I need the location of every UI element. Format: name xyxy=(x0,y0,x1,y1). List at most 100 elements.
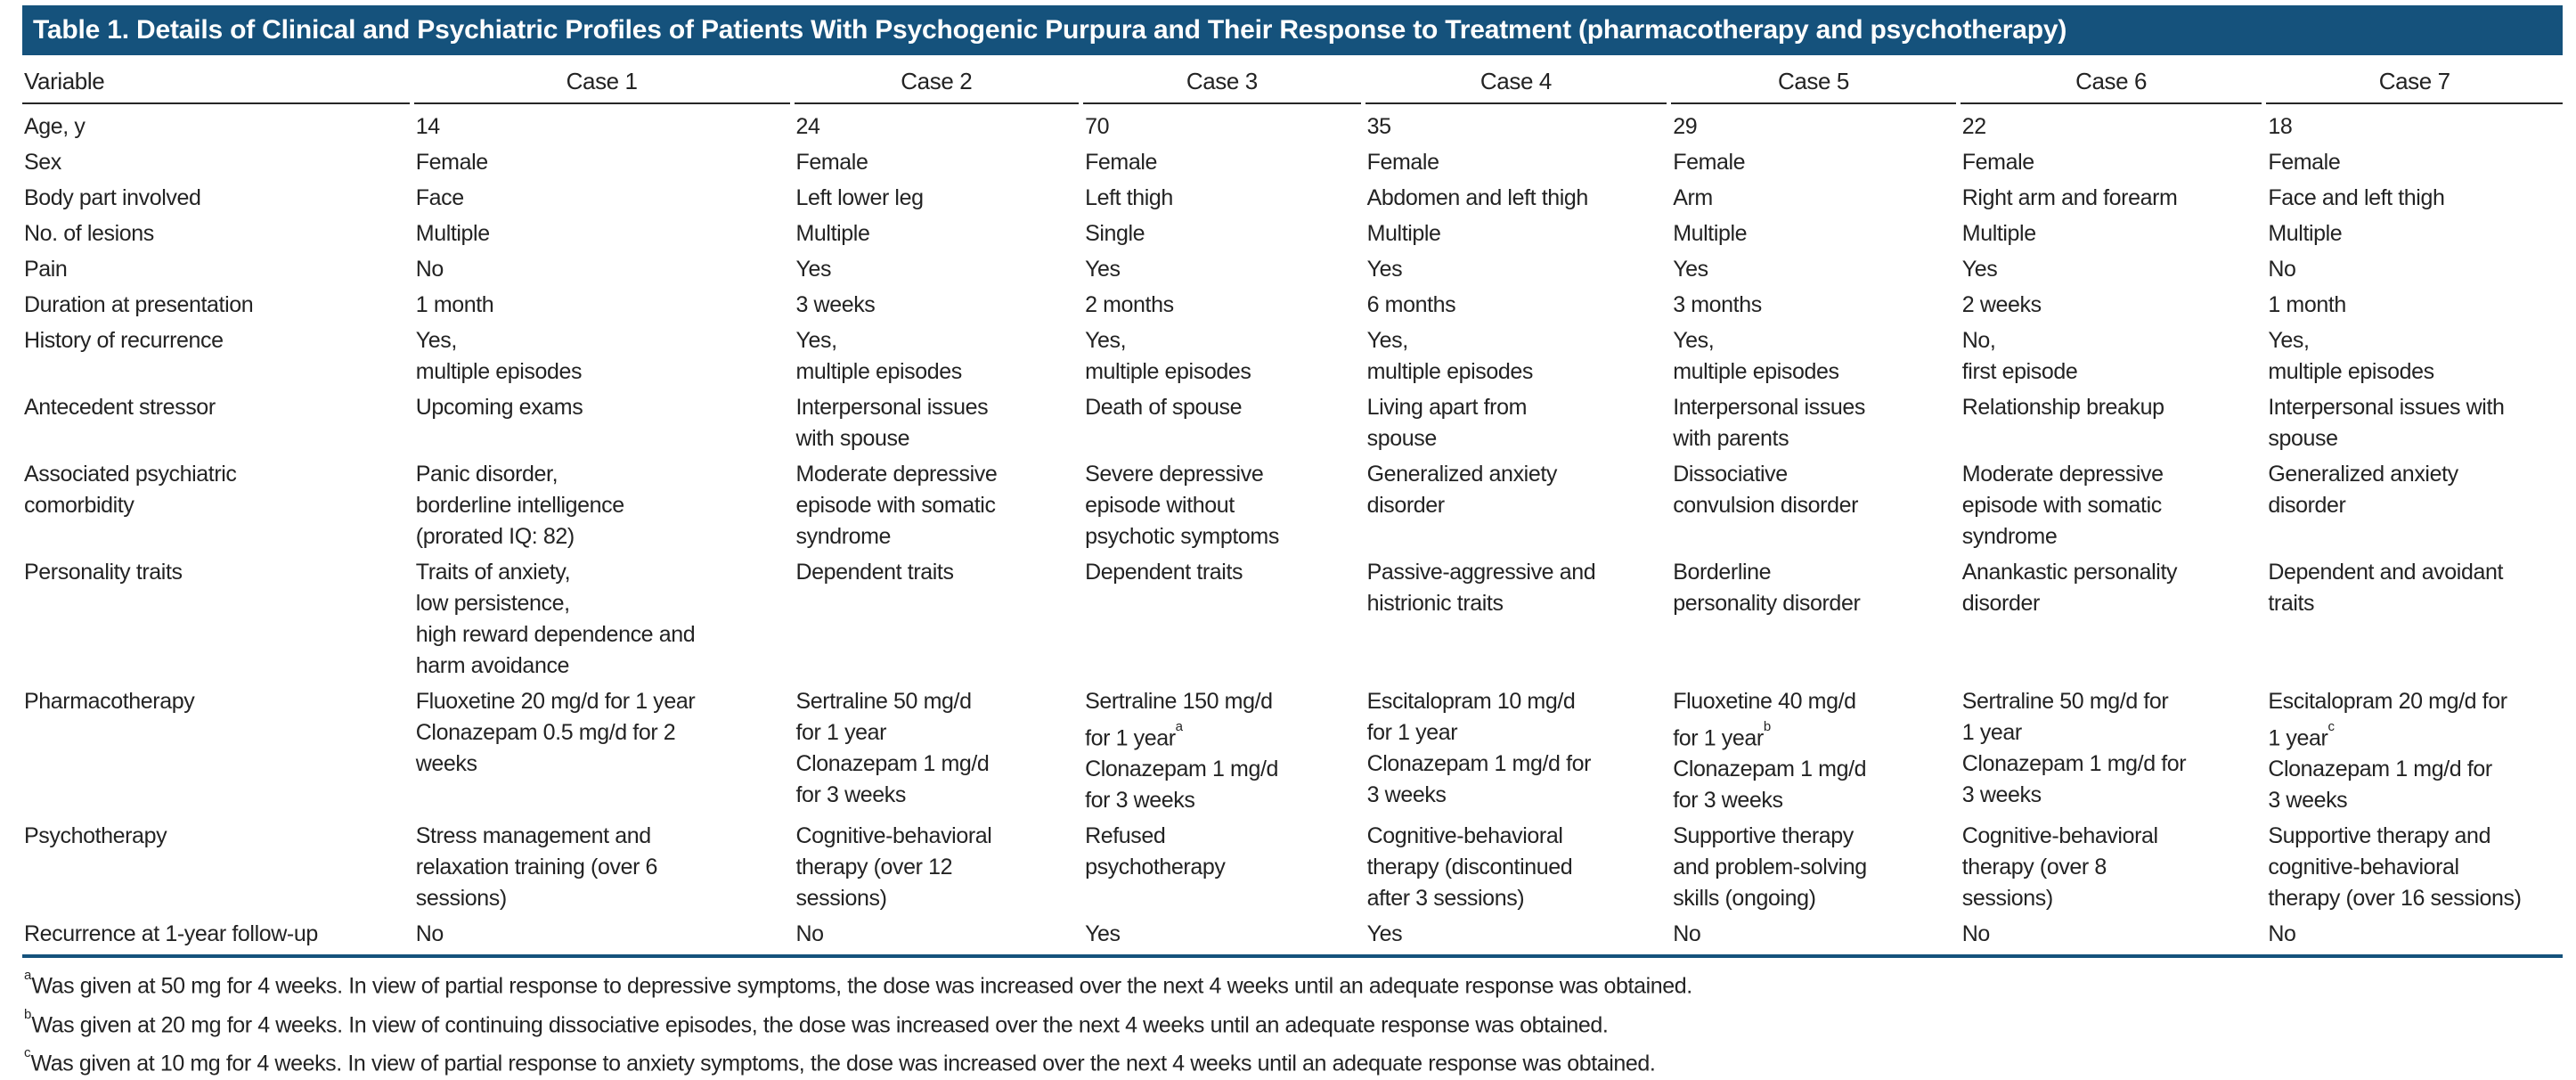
table-cell: Multiple xyxy=(1673,221,1748,246)
table-cell: No xyxy=(2268,257,2296,282)
table-cell: Severe depressive episode without psychoti… xyxy=(1085,462,1279,549)
table-cell: Arm xyxy=(1673,185,1713,210)
table-cell: Relationship breakup xyxy=(1961,395,2164,420)
table-cell: Multiple xyxy=(795,221,870,246)
table-cell: Female xyxy=(1673,150,1746,175)
table-cell: Dependent traits xyxy=(795,560,954,585)
table-cell: Sertraline 150 mg/d for 1 yeara Clonazepam… xyxy=(1085,689,1278,814)
table-row: Duration at presentation 1 month 3 weeks 2 … xyxy=(22,290,2563,325)
row-label: Personality traits xyxy=(24,560,183,585)
table-cell: Yes xyxy=(1085,257,1121,282)
table-row: Recurrence at 1-year follow-up No No Yes Yes… xyxy=(22,919,2563,954)
table-cell: 3 months xyxy=(1673,292,1762,317)
table-cell: 24 xyxy=(795,114,820,139)
row-label: Body part involved xyxy=(24,185,201,210)
table-row: Antecedent stressor Upcoming exams Interpe… xyxy=(22,392,2563,459)
table-cell: 2 weeks xyxy=(1961,292,2042,317)
table-row: Associated psychiatric comorbidity Panic d… xyxy=(22,459,2563,557)
table-cell: Cognitive-behavioral therapy (over 12 sess… xyxy=(795,823,992,912)
footnote-item: bWas given at 20 mg for 4 weeks. In view… xyxy=(24,1006,1609,1037)
table-cell: Dissociative convulsion disorder xyxy=(1673,462,1858,518)
table-cell: Yes xyxy=(1673,257,1708,282)
case-column-header: Case 3 xyxy=(1083,55,1361,104)
case-column-header: Case 4 xyxy=(1365,55,1667,104)
table-cell: Sertraline 50 mg/d for 1 year Clonazepam 1… xyxy=(795,689,990,807)
table-cell: Female xyxy=(2268,150,2341,175)
table-cell: Yes xyxy=(795,257,832,282)
table-cell: Dependent traits xyxy=(1085,560,1243,585)
table-cell: Panic disorder, borderline intelligence (p… xyxy=(415,462,624,549)
table-cell: No xyxy=(1961,921,1991,947)
table-cell: Yes, multiple episodes xyxy=(1085,328,1251,384)
row-label: Sex xyxy=(24,150,61,175)
case-column-header: Case 1 xyxy=(413,55,790,104)
table-cell: Interpersonal issues with spouse xyxy=(2268,395,2505,451)
table-cell: Upcoming exams xyxy=(415,395,583,420)
table-cell: 6 months xyxy=(1366,292,1456,317)
table-row: Personality traits Traits of anxiety, low … xyxy=(22,557,2563,686)
table-cell: Interpersonal issues with parents xyxy=(1673,395,1865,451)
table-cell: Multiple xyxy=(1961,221,2036,246)
table-cell: Sertraline 50 mg/d for 1 year Clonazepam 1… xyxy=(1961,689,2187,807)
table-cell: Right arm and forearm xyxy=(1961,185,2178,210)
row-label: Associated psychiatric comorbidity xyxy=(24,462,237,518)
table-cell: Female xyxy=(1961,150,2034,175)
table-cell: Cognitive-behavioral therapy (over 8 sessi… xyxy=(1961,823,2158,912)
table-cell: Yes, multiple episodes xyxy=(1366,328,1534,384)
footnote-item: cWas given at 10 mg for 4 weeks. In view… xyxy=(24,1044,1656,1076)
footnote-marker-b: b xyxy=(24,1006,32,1022)
table-cell: Abdomen and left thigh xyxy=(1366,185,1589,210)
table-cell: No xyxy=(415,921,444,947)
variable-column-header: Variable xyxy=(22,55,410,104)
table-cell: Death of spouse xyxy=(1085,395,1243,420)
table-cell: Moderate depressive episode with somatic s… xyxy=(795,462,998,549)
table-cell: Yes xyxy=(1085,921,1121,947)
table-cell: Multiple xyxy=(2268,221,2343,246)
table-cell: Traits of anxiety, low persistence, high r… xyxy=(415,560,696,678)
row-label: History of recurrence xyxy=(24,328,224,353)
table-cell: Multiple xyxy=(415,221,490,246)
table-cell: No xyxy=(2268,921,2296,947)
table-cell: No xyxy=(795,921,825,947)
table-cell: Escitalopram 10 mg/d for 1 year Clonazepam… xyxy=(1366,689,1592,807)
header-row: Variable Case 1 Case 2 Case 3 Case 4 Case 5 Ca… xyxy=(22,55,2563,104)
table-row: History of recurrence Yes, multiple episod… xyxy=(22,325,2563,392)
table-cell: 35 xyxy=(1366,114,1391,139)
row-label: Pain xyxy=(24,257,68,282)
table-row: Pain No Yes Yes Yes Yes Yes No xyxy=(22,254,2563,290)
footnotes-section: aWas given at 50 mg for 4 weeks. In view… xyxy=(22,958,2563,1080)
table-cell: Dependent and avoidant traits xyxy=(2268,560,2504,616)
table-cell: Moderate depressive episode with somatic s… xyxy=(1961,462,2164,549)
table-cell: Female xyxy=(1366,150,1439,175)
table-cell: Left lower leg xyxy=(795,185,925,210)
footnote-item: aWas given at 50 mg for 4 weeks. In view… xyxy=(24,968,1692,999)
case-column-header: Case 7 xyxy=(2266,55,2563,104)
table-cell: Passive-aggressive and histrionic traits xyxy=(1366,560,1596,616)
table-row: Psychotherapy Stress management and relaxa… xyxy=(22,821,2563,919)
table-cell: Yes xyxy=(1366,257,1403,282)
table-cell: 2 months xyxy=(1085,292,1174,317)
table-cell: No xyxy=(415,257,444,282)
table-cell: 1 month xyxy=(415,292,494,317)
table-cell: Face and left thigh xyxy=(2268,185,2445,210)
table-cell: Living apart from spouse xyxy=(1366,395,1528,451)
table-cell: Borderline personality disorder xyxy=(1673,560,1861,616)
table-title-bar: Table 1. Details of Clinical and Psychia… xyxy=(22,5,2563,55)
table-cell: Yes xyxy=(1366,921,1403,947)
table-cell: Generalized anxiety disorder xyxy=(1366,462,1558,518)
table-body: Age, y 14 24 70 35 29 22 18 Sex Female Female Femal… xyxy=(22,104,2563,954)
table-cell: Fluoxetine 40 mg/d for 1 yearb Clonazepam … xyxy=(1673,689,1867,814)
clinical-profiles-table: Variable Case 1 Case 2 Case 3 Case 4 Case 5 Ca… xyxy=(18,55,2567,954)
table-cell: Interpersonal issues with spouse xyxy=(795,395,989,451)
footnote-marker-c: c xyxy=(24,1044,31,1060)
table-cell: 29 xyxy=(1673,114,1698,139)
table-cell: Generalized anxiety disorder xyxy=(2268,462,2458,518)
table-cell: Yes, multiple episodes xyxy=(795,328,963,384)
table-cell: Escitalopram 20 mg/d for 1 yearc Clonazepa… xyxy=(2268,689,2507,814)
row-label: Psychotherapy xyxy=(24,823,167,849)
row-label: Antecedent stressor xyxy=(24,395,216,420)
table-row: Pharmacotherapy Fluoxetine 20 mg/d for 1 … xyxy=(22,686,2563,821)
table-cell: 70 xyxy=(1085,114,1110,139)
table-cell: 3 weeks xyxy=(795,292,876,317)
